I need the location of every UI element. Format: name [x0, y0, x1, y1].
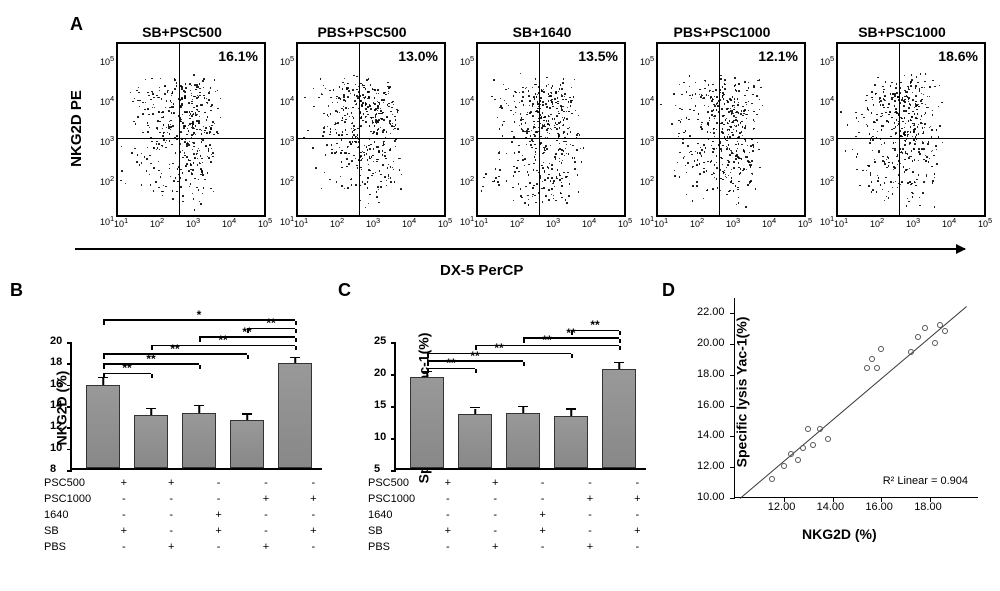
scatter-point: [805, 426, 811, 432]
panel-c-plot-area: 510152025************: [394, 342, 646, 470]
scatter-box: 16.1%101101102102103103104104105105: [116, 42, 266, 217]
panel-c-label: C: [338, 280, 351, 301]
scatter-point: [795, 457, 801, 463]
scatter-title: PBS+PSC500: [276, 24, 448, 40]
panel-a-xaxis-label: DX-5 PerCP: [440, 262, 523, 279]
bar: [458, 414, 492, 468]
scatter-point: [874, 365, 880, 371]
scatter-title: PBS+PSC1000: [636, 24, 808, 40]
panel-a-scatter-row: SB+PSC500 16.1%10110110210210310310410410…: [96, 24, 988, 230]
scatter-point: [825, 436, 831, 442]
scatter-box: 18.6%101101102102103103104104105105: [836, 42, 986, 217]
bar: [86, 385, 120, 468]
panel-b-barchart: NKG2D (%) 8101214161820************* PSC…: [28, 282, 338, 582]
panel-a-label: A: [70, 14, 83, 35]
scatter-box: 13.5%101101102102103103104104105105: [476, 42, 626, 217]
scatter-box: 13.0%101101102102103103104104105105: [296, 42, 446, 217]
panel-d-scatter: Specific lysis Yac-1(%) NKG2D (%) R² Lin…: [682, 288, 988, 568]
bar: [554, 416, 588, 468]
panel-b-plot-area: 8101214161820*************: [70, 342, 322, 470]
scatter-point: [817, 426, 823, 432]
panel-a-xaxis-arrow: [75, 248, 965, 250]
scatter-point: [908, 349, 914, 355]
scatter-point: [915, 334, 921, 340]
bar: [506, 413, 540, 468]
bar: [410, 377, 444, 468]
scatter-point: [922, 325, 928, 331]
panel-c-barchart: Specific lysis Yac-1(%) 510152025*******…: [352, 282, 662, 582]
panel-d-r2-text: R² Linear = 0.904: [883, 475, 968, 487]
bar: [182, 413, 216, 468]
scatter-point: [800, 445, 806, 451]
panel-b-label: B: [10, 280, 23, 301]
panel-d-xlabel: NKG2D (%): [802, 526, 877, 542]
bar: [278, 363, 312, 468]
bar: [602, 369, 636, 468]
scatter-title: SB+PSC1000: [816, 24, 988, 40]
scatter-point: [769, 476, 775, 482]
scatter-title: SB+PSC500: [96, 24, 268, 40]
bar: [230, 420, 264, 468]
scatter-point: [937, 322, 943, 328]
bar: [134, 415, 168, 468]
scatter-plot: PBS+PSC1000 12.1%101101102102103103104104…: [636, 24, 808, 230]
scatter-point: [878, 346, 884, 352]
panel-b-condition-table: PSC500++---PSC1000---++1640--+--SB+-+-+P…: [38, 474, 338, 556]
scatter-title: SB+1640: [456, 24, 628, 40]
panel-d-label: D: [662, 280, 675, 301]
panel-c-condition-table: PSC500++---PSC1000---++1640--+--SB+-+-+P…: [362, 474, 662, 556]
scatter-plot: SB+1640 13.5%1011011021021031031041041051…: [456, 24, 628, 230]
scatter-plot: SB+PSC500 16.1%10110110210210310310410410…: [96, 24, 268, 230]
scatter-plot: SB+PSC1000 18.6%1011011021021031031041041…: [816, 24, 988, 230]
scatter-point: [864, 365, 870, 371]
scatter-point: [869, 356, 875, 362]
scatter-point: [810, 442, 816, 448]
scatter-point: [788, 451, 794, 457]
scatter-point: [932, 340, 938, 346]
scatter-plot: PBS+PSC500 13.0%1011011021021031031041041…: [276, 24, 448, 230]
scatter-point: [942, 328, 948, 334]
panel-d-plot-area: R² Linear = 0.904 12.0014.0016.0018.0010…: [734, 298, 978, 498]
panel-a-yaxis-label: NKG2D PE: [68, 90, 85, 167]
scatter-box: 12.1%101101102102103103104104105105: [656, 42, 806, 217]
scatter-point: [781, 463, 787, 469]
